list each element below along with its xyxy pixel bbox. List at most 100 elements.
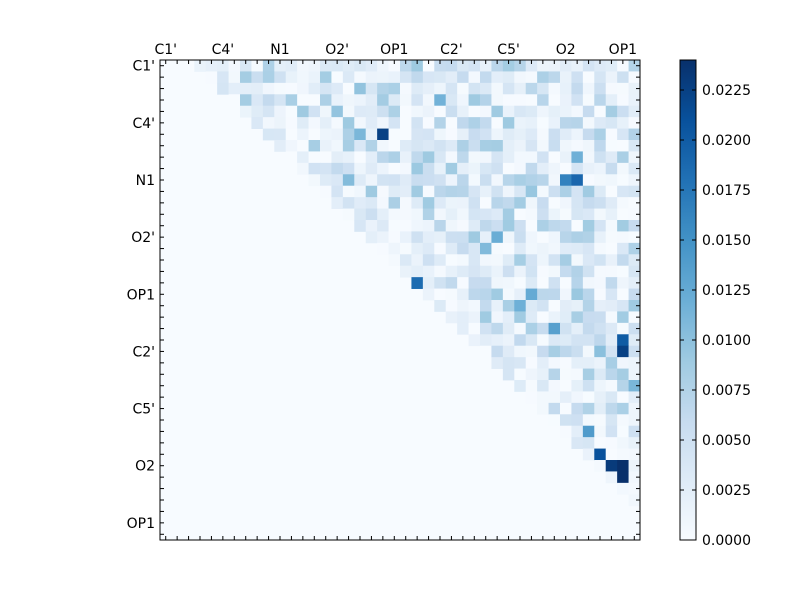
heatmap-cell	[548, 265, 561, 278]
heatmap-cell	[514, 288, 527, 301]
heatmap-cell	[434, 105, 447, 118]
heatmap-cell	[514, 242, 527, 255]
heatmap-cell	[468, 242, 481, 255]
heatmap-cell	[377, 105, 389, 118]
heatmap-cell	[388, 185, 401, 198]
heatmap-cell	[434, 265, 447, 278]
heatmap-cell	[594, 391, 607, 404]
heatmap-cell	[514, 300, 527, 312]
heatmap-cell	[502, 174, 515, 187]
heatmap-cell	[537, 277, 549, 289]
heatmap-cell	[342, 162, 355, 175]
heatmap-cell	[491, 105, 504, 118]
x-tick-label: O2'	[325, 42, 349, 58]
heatmap-cell	[525, 242, 538, 255]
heatmap-cell	[617, 300, 629, 312]
heatmap-cell	[560, 242, 572, 255]
heatmap-cell	[582, 60, 595, 72]
heatmap-cell	[331, 174, 344, 187]
heatmap-cell	[468, 322, 481, 335]
heatmap-cell	[331, 140, 344, 152]
heatmap-cell	[400, 140, 412, 152]
heatmap-cell	[571, 94, 584, 107]
heatmap-cell	[480, 345, 492, 358]
heatmap-cell	[365, 151, 378, 164]
y-tick-label: C4'	[132, 116, 155, 132]
heatmap-cell	[548, 345, 561, 358]
heatmap-cell	[342, 208, 355, 221]
heatmap-cell	[560, 288, 572, 301]
heatmap-cell	[525, 391, 538, 404]
heatmap-cell	[617, 425, 629, 438]
heatmap-cell	[525, 174, 538, 187]
heatmap-cell	[594, 128, 607, 141]
heatmap-cell	[628, 482, 641, 495]
heatmap-cell	[400, 71, 412, 84]
heatmap-cell	[262, 82, 275, 95]
heatmap-cell	[457, 185, 469, 198]
heatmap-cell	[400, 117, 412, 129]
heatmap-cell	[560, 128, 572, 141]
heatmap-cell	[537, 311, 549, 324]
heatmap-cell	[320, 128, 332, 141]
heatmap-cell	[571, 357, 584, 369]
heatmap-cell	[434, 174, 447, 187]
heatmap-cell	[582, 94, 595, 107]
heatmap-cell	[491, 71, 504, 84]
heatmap-cell	[628, 414, 641, 427]
heatmap-cell	[457, 151, 469, 164]
heatmap-cell	[560, 94, 572, 107]
heatmap-cell	[502, 162, 515, 175]
heatmap-cell	[537, 185, 549, 198]
heatmap-cell	[308, 128, 321, 141]
heatmap-cell	[228, 82, 241, 95]
heatmap-cell	[594, 380, 607, 392]
y-tick-label: O2	[135, 459, 155, 475]
heatmap-cell	[422, 60, 435, 72]
heatmap-cell	[582, 288, 595, 301]
heatmap-cell	[491, 345, 504, 358]
heatmap-cell	[617, 94, 629, 107]
heatmap-cell	[537, 288, 549, 301]
heatmap-cell	[605, 288, 618, 301]
heatmap-cell	[400, 185, 412, 198]
heatmap-cell	[457, 265, 469, 278]
heatmap-cell	[331, 185, 344, 198]
heatmap-cell	[388, 128, 401, 141]
heatmap-cell	[320, 117, 332, 129]
y-tick-label: C1'	[132, 59, 155, 75]
heatmap-cell	[320, 71, 332, 84]
heatmap-cell	[605, 402, 618, 415]
heatmap-cell	[491, 82, 504, 95]
heatmap-cell	[582, 128, 595, 141]
heatmap-cell	[617, 117, 629, 129]
heatmap-cell	[480, 94, 492, 107]
heatmap-cell	[514, 208, 527, 221]
heatmap-cell	[457, 128, 469, 141]
heatmap-cell	[331, 117, 344, 129]
heatmap-cell	[537, 391, 549, 404]
heatmap-cell	[480, 197, 492, 209]
heatmap-cell	[605, 345, 618, 358]
heatmap-cell	[502, 345, 515, 358]
heatmap-cell	[400, 254, 412, 267]
heatmap-cell	[571, 105, 584, 118]
heatmap-cell	[548, 208, 561, 221]
heatmap-cell	[297, 71, 309, 84]
y-tick-label: N1	[136, 173, 155, 189]
heatmap-cell	[628, 357, 641, 369]
heatmap-cell	[388, 162, 401, 175]
heatmap-cell	[582, 437, 595, 449]
heatmap-cell	[434, 71, 447, 84]
heatmap-cell	[605, 334, 618, 347]
heatmap-cell	[514, 265, 527, 278]
heatmap-cell	[605, 414, 618, 427]
x-tick-label: C4'	[212, 42, 235, 58]
heatmap-cell	[285, 60, 298, 72]
heatmap-cell	[560, 60, 572, 72]
heatmap-cell	[400, 242, 412, 255]
heatmap-cell	[320, 151, 332, 164]
heatmap-cell	[354, 105, 367, 118]
heatmap-cell	[228, 60, 241, 72]
heatmap-cell	[491, 128, 504, 141]
